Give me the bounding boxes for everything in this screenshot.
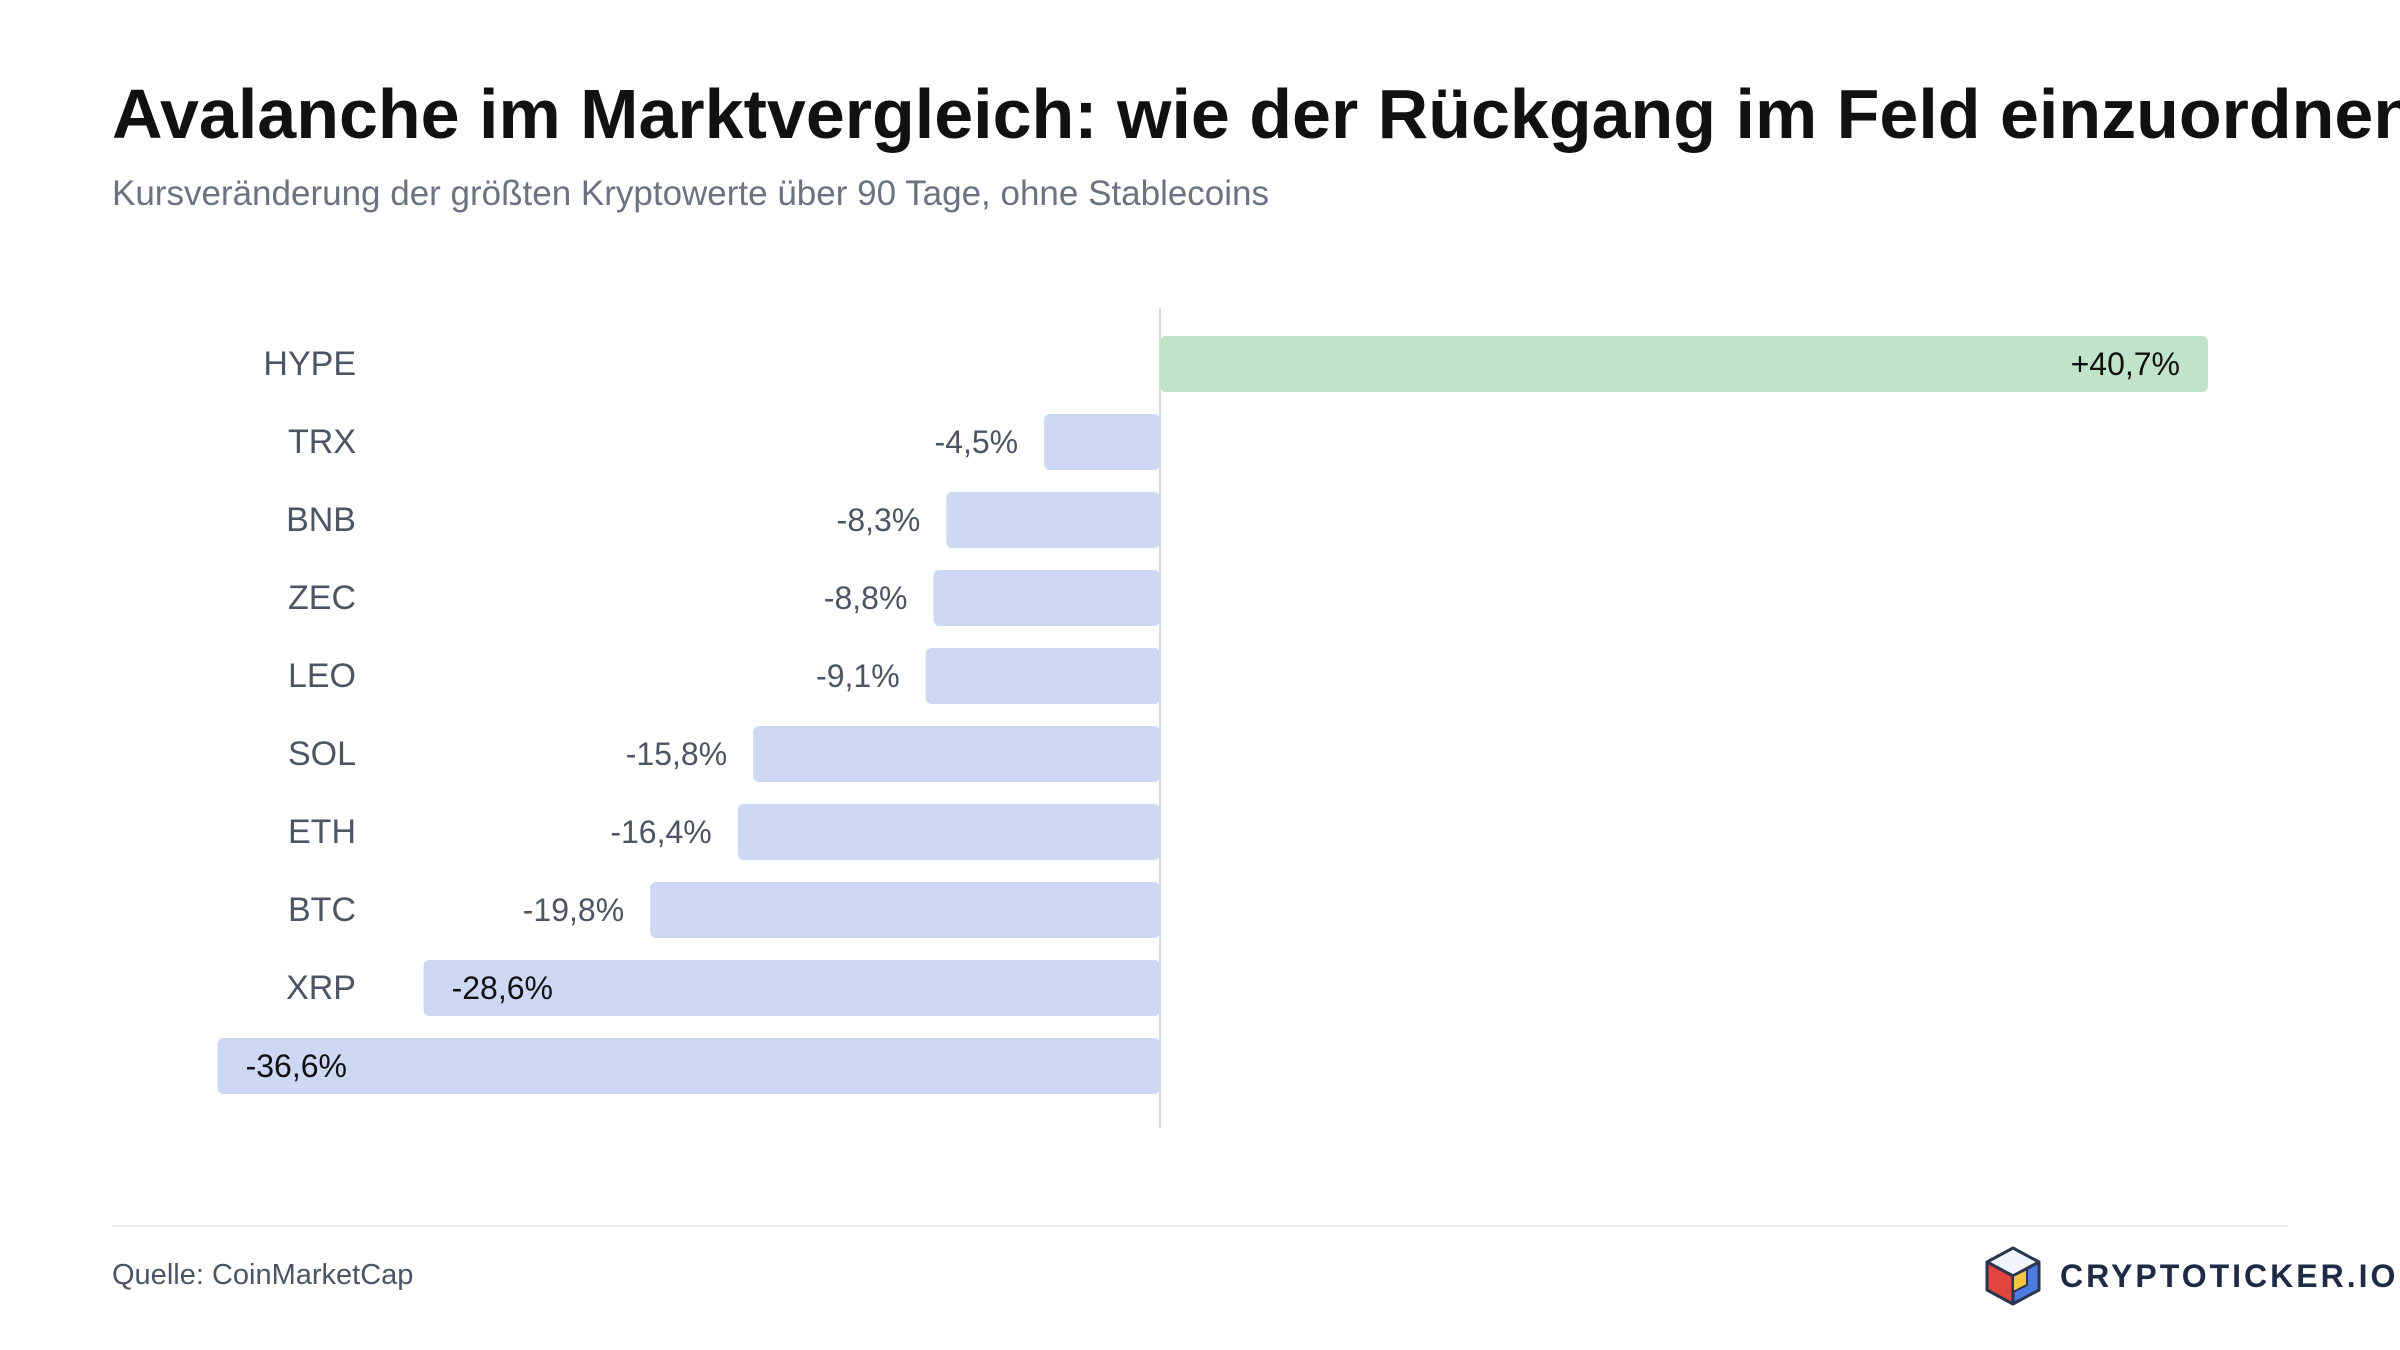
bar-eth	[737, 804, 1160, 860]
category-label: ZEC	[288, 579, 356, 617]
value-label: -28,6%	[452, 970, 553, 1006]
bar-btc	[650, 882, 1160, 938]
category-label: ETH	[288, 813, 356, 851]
cube-logo-icon	[1985, 1246, 2041, 1306]
category-label: LEO	[288, 657, 356, 695]
value-label: -16,4%	[610, 814, 711, 850]
bar-trx	[1044, 414, 1160, 470]
category-label: HYPE	[263, 345, 356, 383]
footer-divider	[112, 1225, 2288, 1227]
value-label: -8,3%	[837, 502, 921, 538]
source-text: Quelle: CoinMarketCap	[112, 1259, 414, 1291]
bar-xrp	[423, 960, 1160, 1016]
bar-sol	[753, 726, 1160, 782]
bar-leo	[925, 648, 1160, 704]
bar-chart: HYPE +40,7% TRX -4,5% BNB -8,3% ZEC -8,8% LEO -9,…	[217, 308, 2208, 1128]
brand[interactable]: CRYPTOTICKER.IO	[1982, 1244, 2398, 1308]
value-label: -19,8%	[523, 892, 624, 928]
value-label: -15,8%	[626, 736, 727, 772]
value-label: -36,6%	[246, 1048, 347, 1084]
bar-doge	[217, 1038, 1160, 1094]
value-label: -8,8%	[824, 580, 908, 616]
brand-name: CRYPTOTICKER.IO	[2060, 1257, 2399, 1294]
page-title: Avalanche im Marktvergleich: wie der Rüc…	[112, 75, 2400, 153]
value-label: -9,1%	[816, 658, 900, 694]
category-label: SOL	[288, 735, 356, 773]
value-label: +40,7%	[2071, 346, 2180, 382]
value-label: -4,5%	[935, 424, 1019, 460]
bar-bnb	[946, 492, 1160, 548]
category-label: XRP	[286, 969, 356, 1007]
page-subtitle: Kursveränderung der größten Kryptowerte …	[112, 174, 1270, 213]
category-label: BNB	[286, 501, 356, 539]
bar-zec	[933, 570, 1160, 626]
category-label: BTC	[288, 891, 356, 929]
bar-hype	[1160, 336, 2208, 392]
category-label: TRX	[288, 423, 356, 461]
